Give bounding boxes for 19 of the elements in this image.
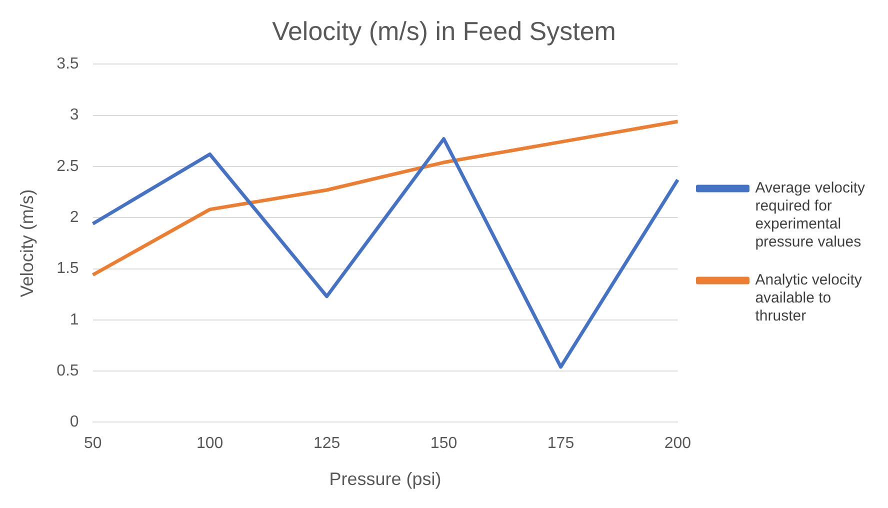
x-tick-label: 150 <box>430 435 458 452</box>
x-axis-title: Pressure (psi) <box>329 469 442 490</box>
x-tick-label: 175 <box>547 435 574 452</box>
y-tick-label: 1.5 <box>56 260 79 278</box>
y-tick-label: 3 <box>70 106 79 124</box>
legend-label: Average velocity required for experimental pressure values <box>755 180 866 251</box>
chart-title: Velocity (m/s) in Feed System <box>272 16 616 46</box>
y-tick-label: 0.5 <box>56 362 79 380</box>
y-tick-label: 3.5 <box>56 56 79 73</box>
x-tick-label: 125 <box>313 435 340 452</box>
x-tick-label: 200 <box>664 435 692 452</box>
x-tick-label: 100 <box>196 435 224 452</box>
y-tick-label: 2.5 <box>56 158 79 175</box>
y-axis-title: Velocity (m/s) <box>16 189 37 298</box>
legend-label: Analytic velocity available to thruster <box>755 272 862 325</box>
y-tick-label: 1 <box>70 311 79 328</box>
y-tick-label: 0 <box>70 414 79 431</box>
y-tick-label: 2 <box>70 209 79 226</box>
x-tick-label: 50 <box>84 435 102 452</box>
